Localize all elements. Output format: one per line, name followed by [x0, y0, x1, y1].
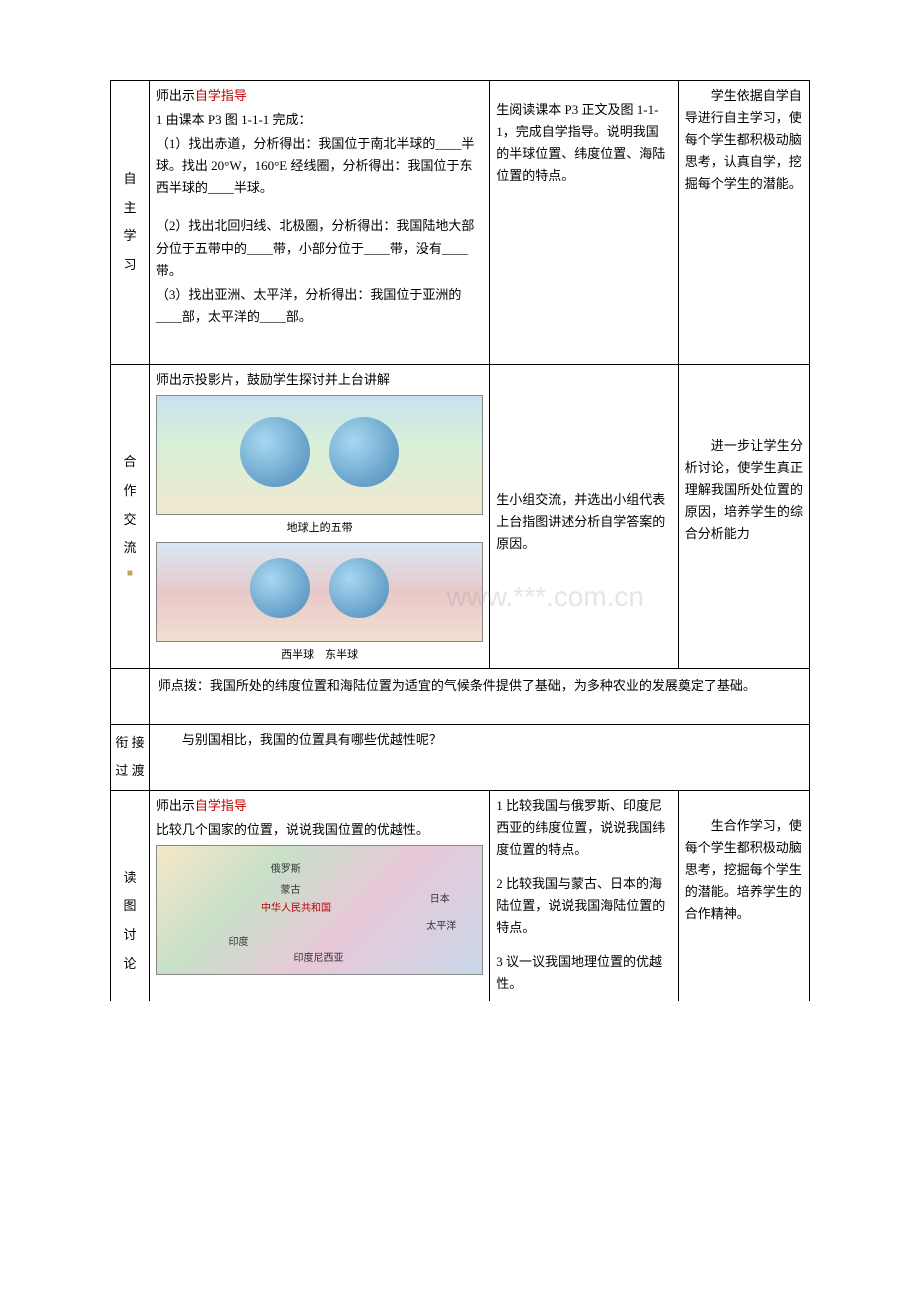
- text: 师出示: [156, 88, 195, 103]
- teacher-cell: 师出示自学指导 1 由课本 P3 图 1-1-1 完成： （1）找出赤道，分析得…: [149, 81, 489, 365]
- img-caption: 西半球 东半球: [156, 646, 483, 665]
- teacher-line: （3）找出亚洲、太平洋，分析得出：我国位于亚洲的____部，太平洋的____部。: [156, 284, 483, 328]
- label-char: 读: [113, 864, 147, 893]
- student-cell: 生小组交流，并选出小组代表上台指图讲述分析自学答案的原因。: [490, 364, 678, 668]
- label-char: 衔 接: [113, 729, 147, 758]
- table-row: 衔 接 过 渡 与别国相比，我国的位置具有哪些优越性呢？: [111, 724, 810, 790]
- map-label: 印度: [228, 934, 248, 951]
- globes-image-2: [156, 542, 483, 642]
- teacher-note-cell: 师点拨：我国所处的纬度位置和海陆位置为适宜的气候条件提供了基础，为多种农业的发展…: [149, 669, 809, 724]
- map-label: 俄罗斯: [271, 861, 301, 878]
- map-label: 中华人民共和国: [261, 900, 331, 917]
- teacher-cell: 师出示投影片，鼓励学生探讨并上台讲解 地球上的五带 西半球 东半球: [149, 364, 489, 668]
- red-text: 自学指导: [195, 798, 247, 813]
- student-item: 2 比较我国与蒙古、日本的海陆位置，说说我国海陆位置的特点。: [496, 873, 671, 939]
- img-caption: 地球上的五带: [156, 519, 483, 538]
- red-text: 自学指导: [195, 88, 247, 103]
- lesson-table: 自 主 学 习 师出示自学指导 1 由课本 P3 图 1-1-1 完成： （1）…: [110, 80, 810, 1001]
- teacher-line: 1 由课本 P3 图 1-1-1 完成：: [156, 109, 483, 131]
- notes-text: 生合作学习，使每个学生都积极动脑思考，挖掘每个学生的潜能。培养学生的合作精神。: [685, 815, 803, 925]
- table-row: 自 主 学 习 师出示自学指导 1 由课本 P3 图 1-1-1 完成： （1）…: [111, 81, 810, 365]
- teacher-line: （1）找出赤道，分析得出：我国位于南北半球的____半球。找出 20°W，160…: [156, 133, 483, 199]
- text: 师出示: [156, 798, 195, 813]
- transition-cell: 与别国相比，我国的位置具有哪些优越性呢？: [149, 724, 809, 790]
- teacher-line: 比较几个国家的位置，说说我国位置的优越性。: [156, 819, 483, 841]
- transition-text: 与别国相比，我国的位置具有哪些优越性呢？: [156, 729, 803, 751]
- label-char: 合: [113, 448, 147, 477]
- label-char: 论: [113, 950, 147, 979]
- notes-text: 进一步让学生分析讨论，使学生真正理解我国所处位置的原因，培养学生的综合分析能力: [685, 435, 803, 545]
- row-label-diagram: 读 图 讨 论: [111, 790, 150, 1001]
- teacher-line: （2）找出北回归线、北极圈，分析得出：我国陆地大部分位于五带中的____带，小部…: [156, 215, 483, 281]
- teacher-cell: 师出示自学指导 比较几个国家的位置，说说我国位置的优越性。 中华人民共和国 俄罗…: [149, 790, 489, 1001]
- student-item: 1 比较我国与俄罗斯、印度尼西亚的纬度位置，说说我国纬度位置的特点。: [496, 795, 671, 861]
- notes-cell: 学生依据自学自导进行自主学习，使每个学生都积极动脑思考，认真自学，挖掘每个学生的…: [678, 81, 809, 365]
- teacher-line: 师出示自学指导: [156, 85, 483, 107]
- student-cell: 1 比较我国与俄罗斯、印度尼西亚的纬度位置，说说我国纬度位置的特点。 2 比较我…: [490, 790, 678, 1001]
- map-label: 蒙古: [281, 882, 301, 899]
- teacher-line: 师出示自学指导: [156, 795, 483, 817]
- marker-icon: ■: [113, 563, 147, 585]
- map-label: 太平洋: [426, 918, 456, 935]
- table-row: 读 图 讨 论 师出示自学指导 比较几个国家的位置，说说我国位置的优越性。 中华…: [111, 790, 810, 1001]
- globes-image-1: [156, 395, 483, 515]
- row-label-transition: 衔 接 过 渡: [111, 724, 150, 790]
- label-char: 习: [113, 251, 147, 280]
- map-label: 日本: [430, 891, 450, 908]
- student-text: 生阅读课本 P3 正文及图 1-1-1，完成自学指导。说明我国的半球位置、纬度位…: [496, 99, 671, 187]
- notes-cell: 生合作学习，使每个学生都积极动脑思考，挖掘每个学生的潜能。培养学生的合作精神。: [678, 790, 809, 1001]
- table-row: 师点拨：我国所处的纬度位置和海陆位置为适宜的气候条件提供了基础，为多种农业的发展…: [111, 669, 810, 724]
- label-char: 讨: [113, 921, 147, 950]
- student-item: 3 议一议我国地理位置的优越性。: [496, 951, 671, 995]
- empty-label: [111, 669, 150, 724]
- label-char: 作: [113, 477, 147, 506]
- label-char: 主: [113, 194, 147, 223]
- label-char: 交: [113, 506, 147, 535]
- row-label-self-study: 自 主 学 习: [111, 81, 150, 365]
- student-cell: 生阅读课本 P3 正文及图 1-1-1，完成自学指导。说明我国的半球位置、纬度位…: [490, 81, 678, 365]
- map-label: 印度尼西亚: [294, 950, 344, 967]
- notes-text: 学生依据自学自导进行自主学习，使每个学生都积极动脑思考，认真自学，挖掘每个学生的…: [685, 85, 803, 195]
- label-char: 图: [113, 892, 147, 921]
- row-label-cooperation: 合 作 交 流 ■: [111, 364, 150, 668]
- notes-cell: 进一步让学生分析讨论，使学生真正理解我国所处位置的原因，培养学生的综合分析能力: [678, 364, 809, 668]
- student-text: 生小组交流，并选出小组代表上台指图讲述分析自学答案的原因。: [496, 489, 671, 555]
- label-char: 过 渡: [113, 757, 147, 786]
- teacher-line: 师出示投影片，鼓励学生探讨并上台讲解: [156, 369, 483, 391]
- label-char: 流: [113, 534, 147, 563]
- table-row: 合 作 交 流 ■ 师出示投影片，鼓励学生探讨并上台讲解 地球上的五带 西半球: [111, 364, 810, 668]
- teacher-note: 师点拨：我国所处的纬度位置和海陆位置为适宜的气候条件提供了基础，为多种农业的发展…: [158, 675, 801, 697]
- asia-map-image: 中华人民共和国 俄罗斯 蒙古 日本 印度 印度尼西亚 太平洋: [156, 845, 483, 975]
- label-char: 学: [113, 222, 147, 251]
- label-char: 自: [113, 165, 147, 194]
